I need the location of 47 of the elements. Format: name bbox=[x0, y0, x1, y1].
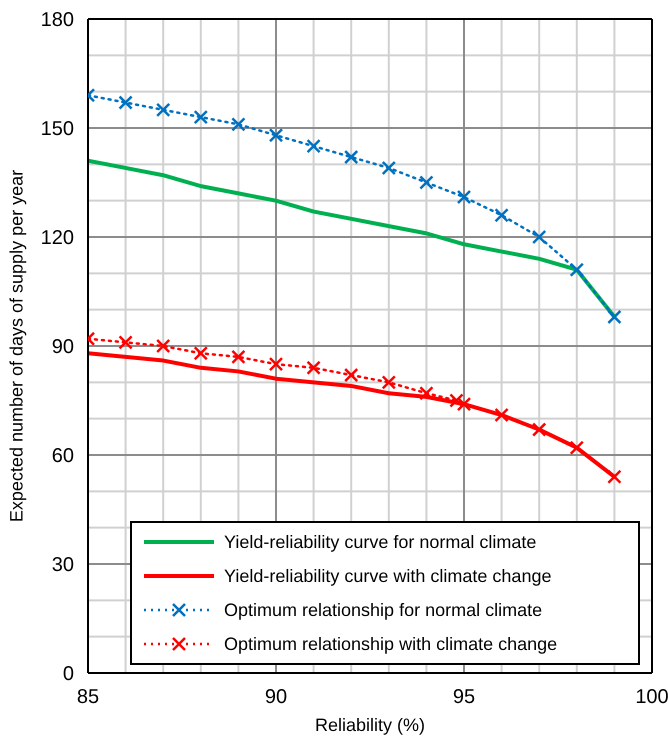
point bbox=[382, 375, 396, 390]
point bbox=[449, 393, 464, 408]
x-axis-title: Reliability (%) bbox=[314, 715, 426, 735]
point bbox=[570, 440, 584, 455]
legend-label: Optimum relationship for normal climate bbox=[224, 600, 542, 620]
point bbox=[156, 102, 170, 118]
point bbox=[306, 138, 321, 154]
y-tick-label: 150 bbox=[40, 118, 74, 140]
y-tick-label: 120 bbox=[40, 227, 74, 250]
point bbox=[419, 175, 434, 190]
y-tick-label: 180 bbox=[40, 9, 74, 32]
point bbox=[419, 386, 434, 400]
y-tick-label: 90 bbox=[52, 336, 74, 358]
point bbox=[194, 110, 208, 124]
point bbox=[382, 160, 396, 176]
point bbox=[532, 230, 546, 244]
point bbox=[268, 356, 284, 372]
point bbox=[306, 360, 321, 376]
point bbox=[268, 128, 284, 143]
y-tick-label: 30 bbox=[52, 554, 74, 576]
x-tick-label: 95 bbox=[452, 686, 476, 708]
point bbox=[456, 190, 472, 204]
point bbox=[118, 95, 133, 110]
legend-label: Yield-reliability curve for normal climate bbox=[224, 532, 536, 552]
x-tick-label: 90 bbox=[264, 686, 288, 708]
x-tick-label: 100 bbox=[635, 686, 668, 708]
point bbox=[231, 350, 246, 364]
point bbox=[231, 117, 246, 132]
point bbox=[494, 408, 509, 422]
x-tick-label: 85 bbox=[76, 686, 100, 708]
point bbox=[494, 208, 509, 222]
legend-label: Yield-reliability curve with climate change bbox=[224, 566, 552, 586]
y-tick-label: 60 bbox=[52, 445, 74, 468]
point bbox=[456, 396, 472, 412]
legend-label: Optimum relationship with climate change bbox=[224, 634, 558, 654]
line-series bbox=[88, 158, 616, 319]
point bbox=[344, 368, 358, 382]
point bbox=[570, 262, 584, 277]
y-tick-label: 0 bbox=[62, 663, 74, 686]
point bbox=[607, 310, 622, 324]
y-axis-title: Expected number of days of supply per year bbox=[6, 170, 26, 522]
point bbox=[156, 338, 170, 354]
point bbox=[607, 470, 622, 484]
point bbox=[532, 422, 546, 437]
point bbox=[344, 150, 358, 164]
point bbox=[194, 346, 208, 361]
point bbox=[118, 335, 133, 350]
